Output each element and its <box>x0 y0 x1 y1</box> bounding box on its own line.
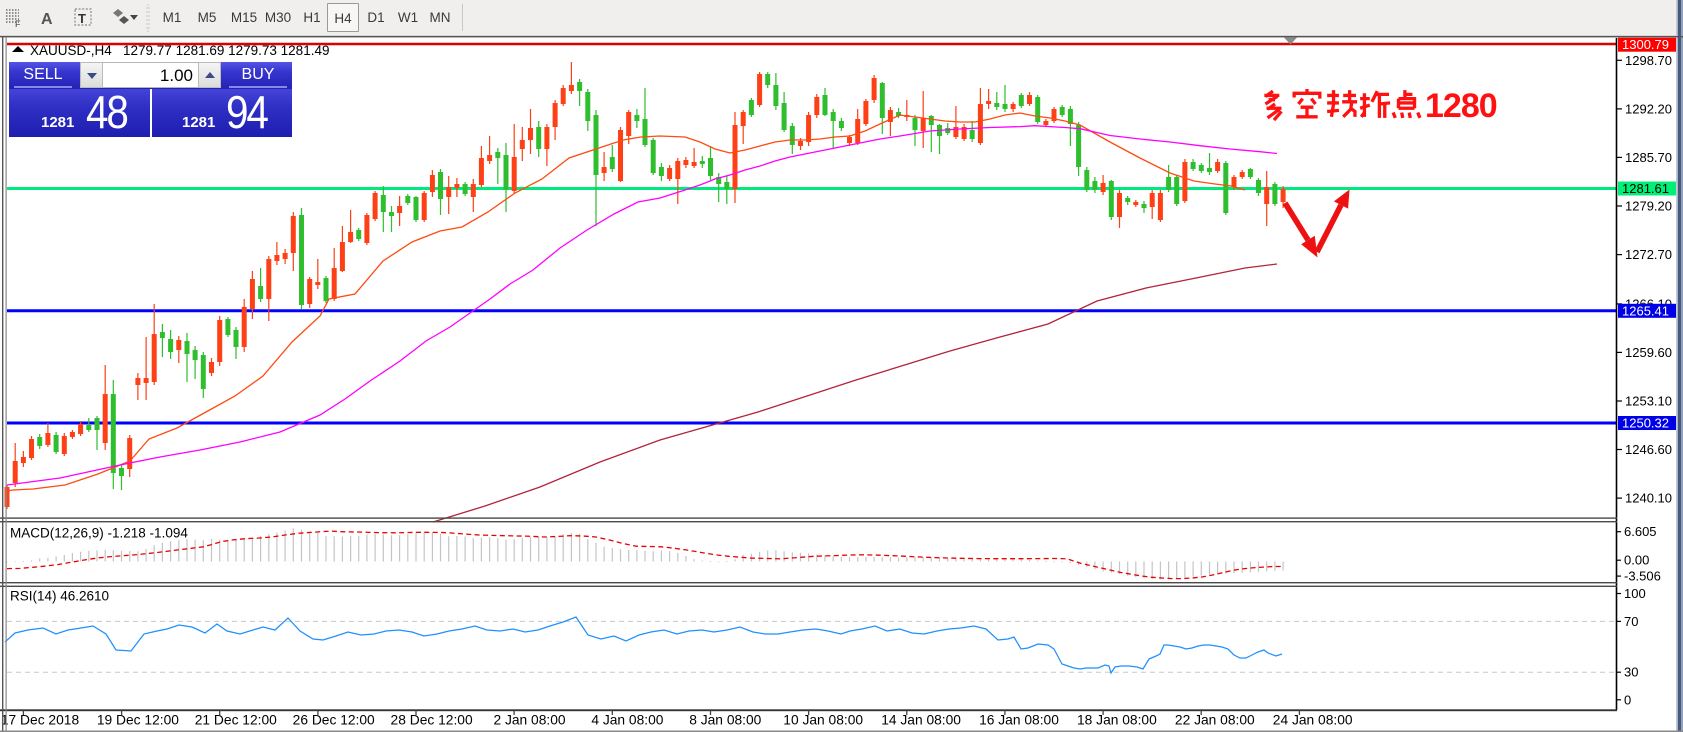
svg-text:0: 0 <box>1624 692 1631 707</box>
svg-text:30: 30 <box>1624 665 1638 680</box>
svg-text:F: F <box>15 19 21 29</box>
svg-text:1285.70: 1285.70 <box>1625 150 1672 165</box>
svg-text:1300.79: 1300.79 <box>1622 37 1669 52</box>
svg-text:24 Jan 08:00: 24 Jan 08:00 <box>1273 713 1353 728</box>
svg-text:1250.32: 1250.32 <box>1622 416 1669 431</box>
svg-text:4 Jan 08:00: 4 Jan 08:00 <box>591 713 663 728</box>
svg-text:18 Jan 08:00: 18 Jan 08:00 <box>1077 713 1157 728</box>
svg-text:17 Dec 2018: 17 Dec 2018 <box>1 713 80 728</box>
svg-text:100: 100 <box>1624 586 1646 601</box>
svg-text:1240.10: 1240.10 <box>1625 491 1672 506</box>
svg-text:70: 70 <box>1624 614 1638 629</box>
svg-text:8 Jan 08:00: 8 Jan 08:00 <box>689 713 761 728</box>
svg-text:1272.70: 1272.70 <box>1625 247 1672 262</box>
svg-text:22 Jan 08:00: 22 Jan 08:00 <box>1175 713 1255 728</box>
svg-text:1292.20: 1292.20 <box>1625 101 1672 116</box>
svg-text:2 Jan 08:00: 2 Jan 08:00 <box>493 713 565 728</box>
svg-text:1280: 1280 <box>1425 87 1497 125</box>
svg-text:1281.61: 1281.61 <box>1622 181 1669 196</box>
svg-text:1298.70: 1298.70 <box>1625 53 1672 68</box>
svg-text:1253.10: 1253.10 <box>1625 394 1672 409</box>
svg-text:1246.60: 1246.60 <box>1625 442 1672 457</box>
svg-text:6.605: 6.605 <box>1624 524 1657 539</box>
svg-text:21 Dec 12:00: 21 Dec 12:00 <box>195 713 277 728</box>
svg-text:RSI(14) 46.2610: RSI(14) 46.2610 <box>10 589 109 604</box>
svg-text:26 Dec 12:00: 26 Dec 12:00 <box>293 713 375 728</box>
svg-text:1259.60: 1259.60 <box>1625 345 1672 360</box>
svg-text:19 Dec 12:00: 19 Dec 12:00 <box>97 713 179 728</box>
svg-text:1265.41: 1265.41 <box>1622 303 1669 318</box>
svg-text:A: A <box>41 11 53 28</box>
svg-text:-3.506: -3.506 <box>1624 569 1661 584</box>
svg-text:16 Jan 08:00: 16 Jan 08:00 <box>979 713 1059 728</box>
svg-text:0.00: 0.00 <box>1624 553 1649 568</box>
svg-text:14 Jan 08:00: 14 Jan 08:00 <box>881 713 961 728</box>
svg-text:1279.20: 1279.20 <box>1625 199 1672 214</box>
svg-text:28 Dec 12:00: 28 Dec 12:00 <box>391 713 473 728</box>
svg-text:MACD(12,26,9) -1.218 -1.094: MACD(12,26,9) -1.218 -1.094 <box>10 526 188 541</box>
svg-text:XAUUSD-,H4 1279.77 1281.69 1: XAUUSD-,H4 1279.77 1281.69 1279.73 1281.… <box>30 43 329 58</box>
svg-text:10 Jan 08:00: 10 Jan 08:00 <box>783 713 863 728</box>
svg-text:T: T <box>78 11 86 26</box>
